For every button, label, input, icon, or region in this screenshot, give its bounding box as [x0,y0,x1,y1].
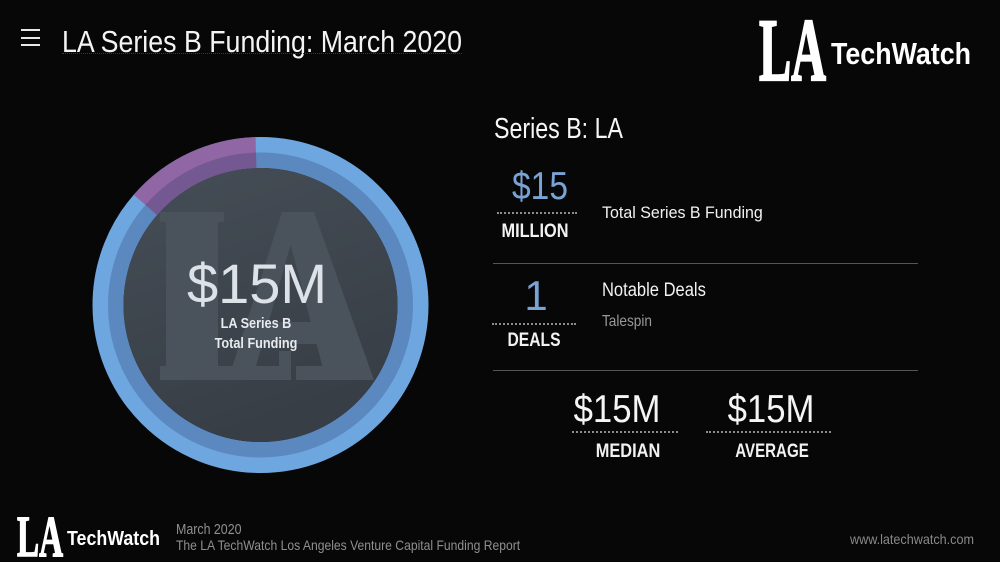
svg-text:TechWatch: TechWatch [831,36,971,71]
svg-text:LA: LA [17,504,63,562]
svg-text:LA: LA [759,2,826,95]
svg-text:TechWatch: TechWatch [67,527,160,550]
